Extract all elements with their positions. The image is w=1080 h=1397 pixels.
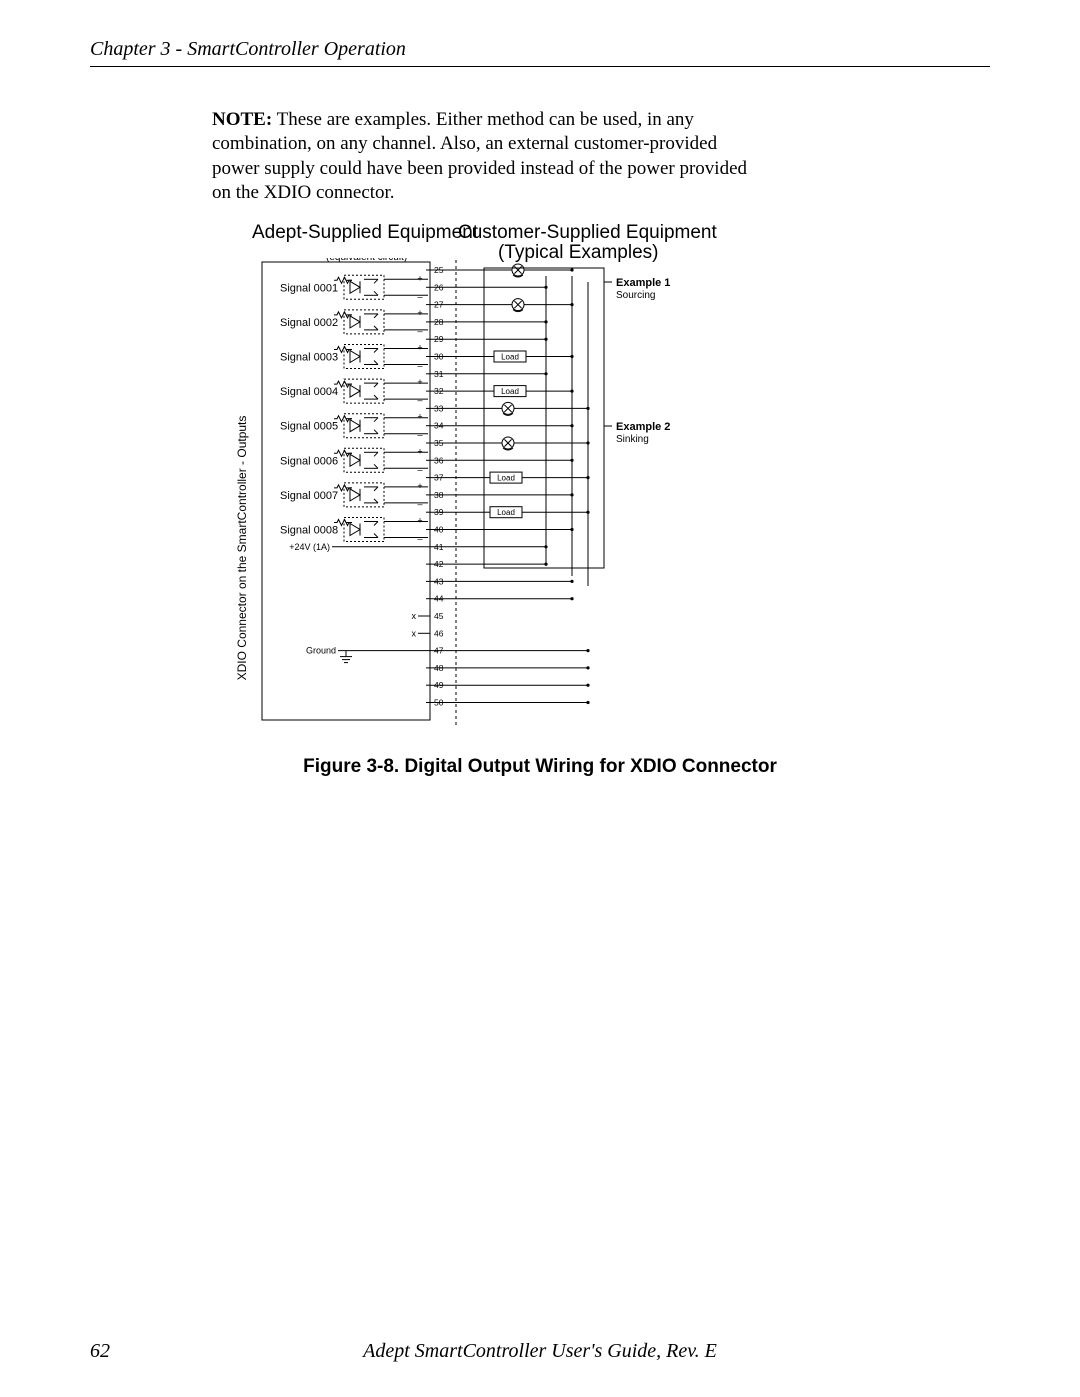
svg-text:x: x: [412, 611, 417, 621]
svg-text:Signal 0003: Signal 0003: [280, 352, 338, 364]
svg-text:45: 45: [434, 611, 444, 621]
svg-text:–: –: [417, 430, 422, 440]
svg-text:–: –: [417, 361, 422, 371]
svg-text:x: x: [412, 628, 417, 638]
wiring-diagram: XDIO Connector on the SmartController - …: [232, 258, 752, 726]
svg-text:–: –: [417, 499, 422, 509]
svg-text:Ground: Ground: [306, 646, 336, 656]
svg-text:Signal 0005: Signal 0005: [280, 421, 338, 433]
svg-text:Load: Load: [501, 353, 519, 362]
svg-text:+: +: [417, 516, 422, 526]
svg-text:Load: Load: [501, 387, 519, 396]
svg-text:Sinking: Sinking: [616, 434, 649, 445]
header-adept: Adept-Supplied Equipment: [252, 222, 478, 244]
svg-text:Signal 0006: Signal 0006: [280, 455, 338, 467]
note-paragraph: NOTE: These are examples. Either method …: [212, 108, 752, 205]
svg-text:–: –: [417, 464, 422, 474]
svg-text:–: –: [417, 326, 422, 336]
svg-text:–: –: [417, 534, 422, 544]
svg-text:Load: Load: [497, 508, 515, 517]
svg-text:+24V (1A): +24V (1A): [289, 542, 330, 552]
footer-title: Adept SmartController User's Guide, Rev.…: [0, 1340, 1080, 1363]
svg-text:Signal 0001: Signal 0001: [280, 282, 338, 294]
note-text: These are examples. Either method can be…: [212, 109, 747, 203]
svg-text:Signal 0007: Signal 0007: [280, 490, 338, 502]
svg-text:(equivalent circuit): (equivalent circuit): [326, 258, 407, 263]
svg-text:Signal 0008: Signal 0008: [280, 525, 338, 537]
svg-text:Load: Load: [497, 474, 515, 483]
svg-text:+: +: [417, 412, 422, 422]
figure-caption: Figure 3-8. Digital Output Wiring for XD…: [0, 756, 1080, 778]
svg-text:Sourcing: Sourcing: [616, 290, 655, 301]
header-rule: [90, 66, 990, 67]
svg-text:+: +: [417, 273, 422, 283]
svg-text:XDIO Connector on the SmartCon: XDIO Connector on the SmartController - …: [235, 416, 249, 681]
svg-text:Example 2: Example 2: [616, 421, 670, 433]
note-label: NOTE:: [212, 109, 272, 130]
svg-text:+: +: [417, 343, 422, 353]
svg-text:46: 46: [434, 628, 444, 638]
svg-text:+: +: [417, 481, 422, 491]
svg-text:Example 1: Example 1: [616, 277, 670, 289]
running-head: Chapter 3 - SmartController Operation: [90, 38, 406, 61]
svg-text:Signal 0004: Signal 0004: [280, 386, 338, 398]
svg-text:Signal 0002: Signal 0002: [280, 317, 338, 329]
svg-text:–: –: [417, 395, 422, 405]
header-customer: Customer-Supplied Equipment: [458, 222, 717, 244]
svg-text:–: –: [417, 291, 422, 301]
svg-text:+: +: [417, 308, 422, 318]
svg-text:+: +: [417, 377, 422, 387]
svg-text:+: +: [417, 446, 422, 456]
